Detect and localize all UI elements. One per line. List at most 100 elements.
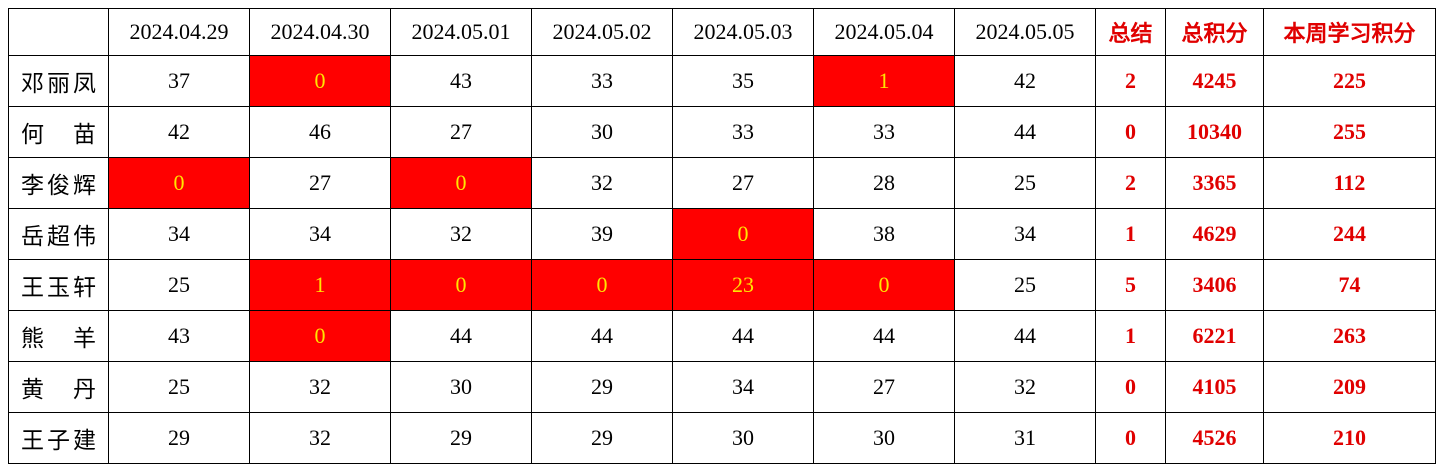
- date-header: 2024.04.30: [249, 8, 391, 56]
- summary-cell: 0: [1095, 361, 1166, 413]
- date-header: 2024.05.05: [954, 8, 1096, 56]
- daily-score-cell: 30: [390, 361, 532, 413]
- week-points-cell: 112: [1263, 157, 1436, 209]
- daily-score-cell: 27: [672, 157, 814, 209]
- table-row: 王玉轩 25 1 0 0 23 0 25 5 3406 74: [8, 259, 1436, 311]
- date-header: 2024.05.02: [531, 8, 673, 56]
- total-points-cell: 4245: [1165, 55, 1264, 107]
- total-points-header: 总积分: [1165, 8, 1264, 56]
- daily-score-cell-flagged: 0: [249, 310, 391, 362]
- daily-score-cell-flagged: 1: [249, 259, 391, 311]
- total-points-cell: 6221: [1165, 310, 1264, 362]
- daily-score-cell-flagged: 0: [390, 259, 532, 311]
- daily-score-cell: 37: [108, 55, 250, 107]
- total-points-cell: 4629: [1165, 208, 1264, 260]
- total-points-cell: 3406: [1165, 259, 1264, 311]
- person-name: 王玉轩: [8, 259, 109, 311]
- header-row: 2024.04.29 2024.04.30 2024.05.01 2024.05.02…: [8, 8, 1436, 56]
- daily-score-cell: 34: [672, 361, 814, 413]
- daily-score-cell: 25: [954, 157, 1096, 209]
- summary-cell: 5: [1095, 259, 1166, 311]
- daily-score-cell: 43: [390, 55, 532, 107]
- person-name: 何 苗: [8, 106, 109, 158]
- week-points-cell: 255: [1263, 106, 1436, 158]
- summary-cell: 2: [1095, 157, 1166, 209]
- daily-score-cell: 30: [531, 106, 673, 158]
- person-name: 熊 羊: [8, 310, 109, 362]
- total-points-cell: 4105: [1165, 361, 1264, 413]
- week-points-cell: 74: [1263, 259, 1436, 311]
- total-points-cell: 3365: [1165, 157, 1264, 209]
- week-points-cell: 209: [1263, 361, 1436, 413]
- daily-score-cell: 32: [249, 412, 391, 464]
- daily-score-cell-flagged: 0: [531, 259, 673, 311]
- date-header: 2024.05.01: [390, 8, 532, 56]
- daily-score-cell: 34: [249, 208, 391, 260]
- week-points-cell: 263: [1263, 310, 1436, 362]
- daily-score-cell: 30: [813, 412, 955, 464]
- week-points-header: 本周学习积分: [1263, 8, 1436, 56]
- table-row: 何 苗 42 46 27 30 33 33 44 0 10340 255: [8, 106, 1436, 158]
- summary-cell: 0: [1095, 412, 1166, 464]
- summary-header: 总结: [1095, 8, 1166, 56]
- weekly-study-points-table: 2024.04.29 2024.04.30 2024.05.01 2024.05.02…: [8, 8, 1436, 464]
- daily-score-cell: 33: [672, 106, 814, 158]
- daily-score-cell: 44: [390, 310, 532, 362]
- daily-score-cell: 39: [531, 208, 673, 260]
- daily-score-cell: 44: [531, 310, 673, 362]
- daily-score-cell-flagged: 0: [108, 157, 250, 209]
- person-name: 王子建: [8, 412, 109, 464]
- table-row: 岳超伟 34 34 32 39 0 38 34 1 4629 244: [8, 208, 1436, 260]
- daily-score-cell: 30: [672, 412, 814, 464]
- person-name: 岳超伟: [8, 208, 109, 260]
- summary-cell: 2: [1095, 55, 1166, 107]
- daily-score-cell: 33: [531, 55, 673, 107]
- daily-score-cell-flagged: 0: [672, 208, 814, 260]
- table-row: 邓丽凤 37 0 43 33 35 1 42 2 4245 225: [8, 55, 1436, 107]
- daily-score-cell: 32: [531, 157, 673, 209]
- daily-score-cell: 44: [672, 310, 814, 362]
- corner-cell: [8, 8, 109, 56]
- daily-score-cell: 32: [954, 361, 1096, 413]
- daily-score-cell: 42: [108, 106, 250, 158]
- daily-score-cell: 29: [531, 412, 673, 464]
- daily-score-cell: 29: [531, 361, 673, 413]
- daily-score-cell: 43: [108, 310, 250, 362]
- date-header: 2024.05.04: [813, 8, 955, 56]
- daily-score-cell-flagged: 23: [672, 259, 814, 311]
- daily-score-cell: 32: [249, 361, 391, 413]
- total-points-cell: 4526: [1165, 412, 1264, 464]
- daily-score-cell: 27: [390, 106, 532, 158]
- summary-cell: 1: [1095, 310, 1166, 362]
- daily-score-cell: 44: [813, 310, 955, 362]
- daily-score-cell: 34: [108, 208, 250, 260]
- week-points-cell: 225: [1263, 55, 1436, 107]
- week-points-cell: 210: [1263, 412, 1436, 464]
- daily-score-cell: 44: [954, 310, 1096, 362]
- week-points-cell: 244: [1263, 208, 1436, 260]
- daily-score-cell: 33: [813, 106, 955, 158]
- daily-score-cell: 32: [390, 208, 532, 260]
- daily-score-cell: 31: [954, 412, 1096, 464]
- daily-score-cell: 42: [954, 55, 1096, 107]
- table-row: 李俊辉 0 27 0 32 27 28 25 2 3365 112: [8, 157, 1436, 209]
- daily-score-cell: 44: [954, 106, 1096, 158]
- daily-score-cell: 29: [108, 412, 250, 464]
- daily-score-cell: 38: [813, 208, 955, 260]
- table-row: 熊 羊 43 0 44 44 44 44 44 1 6221 263: [8, 310, 1436, 362]
- date-header: 2024.04.29: [108, 8, 250, 56]
- daily-score-cell: 46: [249, 106, 391, 158]
- daily-score-cell-flagged: 0: [249, 55, 391, 107]
- summary-cell: 1: [1095, 208, 1166, 260]
- person-name: 邓丽凤: [8, 55, 109, 107]
- date-header: 2024.05.03: [672, 8, 814, 56]
- daily-score-cell: 25: [954, 259, 1096, 311]
- daily-score-cell: 35: [672, 55, 814, 107]
- daily-score-cell-flagged: 1: [813, 55, 955, 107]
- summary-cell: 0: [1095, 106, 1166, 158]
- table-row: 王子建 29 32 29 29 30 30 31 0 4526 210: [8, 412, 1436, 464]
- daily-score-cell: 28: [813, 157, 955, 209]
- daily-score-cell: 27: [813, 361, 955, 413]
- total-points-cell: 10340: [1165, 106, 1264, 158]
- daily-score-cell: 34: [954, 208, 1096, 260]
